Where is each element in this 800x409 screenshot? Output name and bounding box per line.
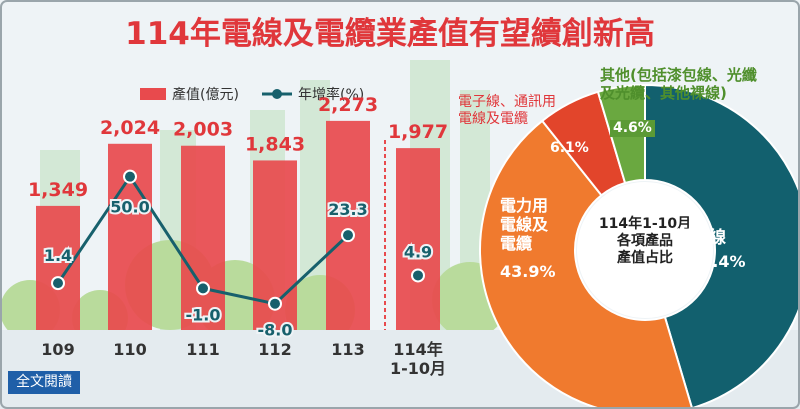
growth-point [123, 169, 137, 184]
x-tick-label: 114年 1-10月 [389, 340, 447, 379]
x-tick-label: 112 [258, 340, 292, 359]
pie-title: 114年1-10月 各項產品 產值占比 [598, 216, 692, 266]
pie-center [577, 182, 713, 318]
read-more[interactable]: 全文閱讀 [8, 371, 80, 394]
pie-category-label: 裸銅線 [675, 228, 726, 248]
bar-value-label: 2,273 [318, 94, 378, 116]
growth-point [411, 268, 425, 283]
growth-value-label: 23.3 [328, 200, 367, 219]
pie-category-label: 電子線、通訊用 電線及電纜 [458, 94, 556, 127]
pie-value-label: 43.9% [500, 262, 556, 281]
pie-value-label: 6.1% [550, 140, 589, 156]
growth-point [196, 281, 210, 296]
growth-value-label: -8.0 [258, 321, 293, 340]
growth-point [51, 276, 65, 291]
growth-point [268, 296, 282, 311]
bar-value-label: 1,843 [245, 133, 305, 155]
x-tick-label: 113 [331, 340, 365, 359]
pie-value-label: 4.6% [610, 120, 655, 137]
legend-swatch [272, 89, 282, 99]
bar-value-label: 2,024 [100, 117, 160, 139]
x-tick-label: 111 [186, 340, 220, 359]
bar-value-label: 1,977 [388, 121, 448, 143]
bar-value-label: 2,003 [173, 119, 233, 141]
growth-value-label: 1.4 [44, 246, 72, 265]
pie-slice [479, 119, 694, 409]
bar [36, 205, 80, 330]
legend-swatch [140, 88, 166, 100]
growth-point [341, 228, 355, 243]
legend-label: 年增率(%) [298, 86, 364, 103]
bar [326, 120, 370, 330]
growth-value-label: 4.9 [404, 242, 432, 261]
pie-category-label: 電力用 電線及 電纜 [500, 196, 549, 254]
growth-value-label: -1.0 [186, 305, 221, 324]
bar [181, 145, 225, 330]
growth-value-label: 50.0 [110, 198, 149, 217]
bar [396, 148, 440, 330]
legend-label: 產值(億元) [172, 86, 239, 103]
x-tick-label: 109 [41, 340, 75, 359]
bar-value-label: 1,349 [28, 179, 88, 201]
pie-category-label: 其他(包括漆包線、光纖 及光纜、其他裸線) [600, 66, 757, 102]
title: 114年電線及電纜業產值有望續創新高 [125, 16, 655, 52]
pie-slice [644, 83, 800, 409]
x-tick-label: 110 [113, 340, 147, 359]
pie-value-label: 45.4% [690, 252, 746, 271]
